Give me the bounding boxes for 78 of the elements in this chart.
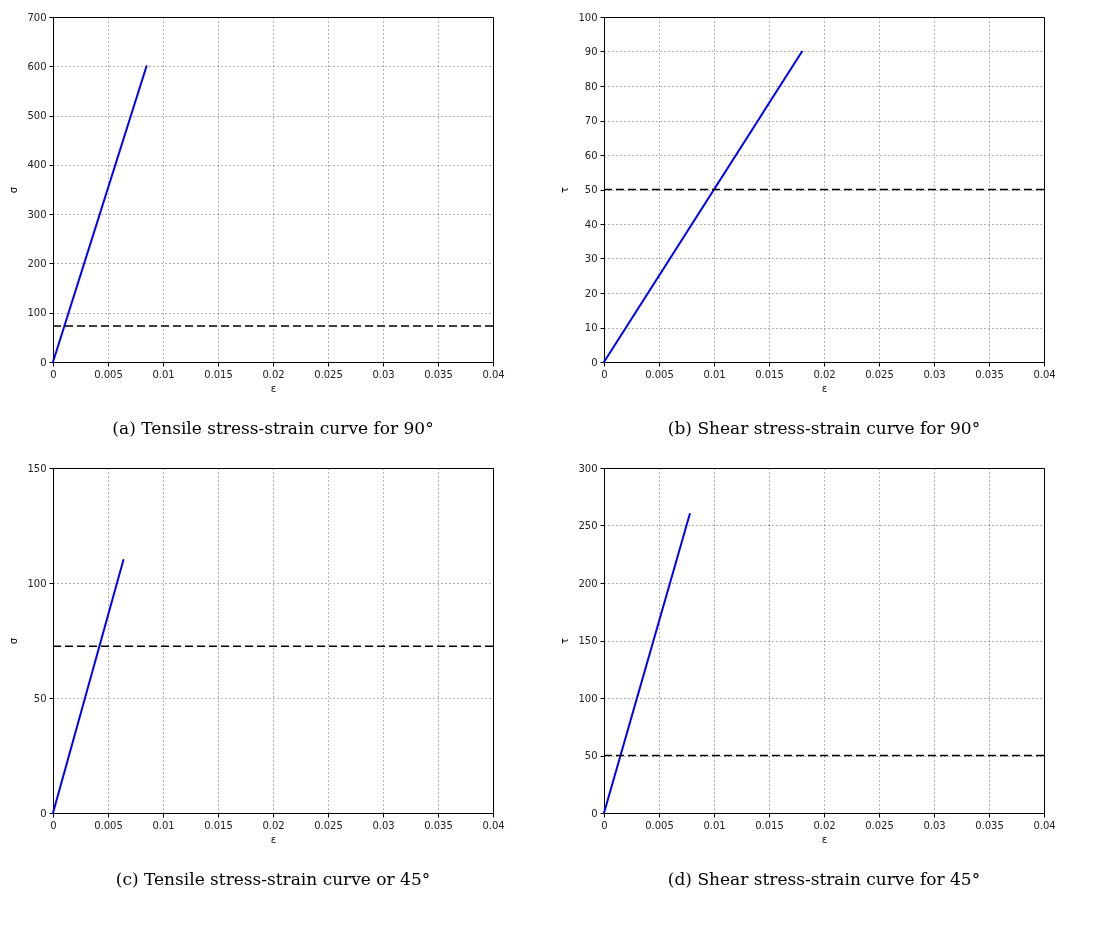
x-axis-title: ε <box>270 382 277 394</box>
x-tick-label: 0.03 <box>372 819 395 831</box>
x-tick-label: 0 <box>50 368 57 380</box>
y-tick-label: 600 <box>27 60 47 72</box>
x-tick-label: 0.015 <box>755 819 784 831</box>
x-tick-label: 0.015 <box>755 368 784 380</box>
x-tick-label: 0.035 <box>424 368 453 380</box>
x-axis-title: ε <box>821 833 828 845</box>
x-tick-label: 0.005 <box>645 368 674 380</box>
x-tick-label: 0.005 <box>94 368 123 380</box>
text: (a) Tensile stress-strain curve for 90° <box>112 418 434 438</box>
y-axis-title: σ <box>8 186 20 194</box>
text: (b) Shear stress-strain curve for 90° <box>667 418 981 438</box>
x-tick-label: 0 <box>601 368 608 380</box>
y-tick-label: 80 <box>584 80 598 92</box>
y-axis-title: τ <box>559 186 571 194</box>
x-tick-label: 0.04 <box>1033 819 1056 831</box>
y-tick-label: 60 <box>584 149 598 161</box>
y-axis-title: σ <box>8 637 20 645</box>
y-tick-label: 0 <box>40 356 47 368</box>
x-axis-title: ε <box>270 833 277 845</box>
x-tick-label: 0.035 <box>424 819 453 831</box>
y-axis-title: τ <box>559 637 571 645</box>
y-tick-label: 250 <box>578 520 598 531</box>
x-tick-label: 0.025 <box>314 368 343 380</box>
y-tick-label: 40 <box>584 218 598 230</box>
y-tick-label: 150 <box>27 462 47 474</box>
x-tick-label: 0.01 <box>703 819 726 831</box>
y-tick-label: 100 <box>27 307 47 319</box>
x-tick-label: 0.035 <box>975 368 1004 380</box>
y-tick-label: 20 <box>584 287 598 299</box>
x-tick-label: 0.03 <box>923 368 946 380</box>
x-axis-title: ε <box>821 382 828 394</box>
x-tick-label: 0.04 <box>482 368 505 380</box>
y-tick-label: 50 <box>584 184 598 195</box>
x-tick-label: 0.01 <box>703 368 726 380</box>
y-tick-label: 200 <box>578 577 598 589</box>
y-tick-label: 50 <box>584 750 598 761</box>
x-tick-label: 0.035 <box>975 819 1004 831</box>
y-tick-label: 50 <box>33 692 47 704</box>
x-tick-label: 0.04 <box>482 819 505 831</box>
y-tick-label: 0 <box>591 356 598 368</box>
x-tick-label: 0.03 <box>923 819 946 831</box>
y-tick-label: 200 <box>27 257 47 269</box>
x-tick-label: 0 <box>601 819 608 831</box>
text: (c) Tensile stress-strain curve or 45° <box>115 869 431 889</box>
x-tick-label: 0.02 <box>262 368 285 380</box>
x-tick-label: 0.005 <box>645 819 674 831</box>
y-tick-label: 30 <box>584 253 598 264</box>
y-tick-label: 700 <box>27 11 47 23</box>
y-tick-label: 0 <box>591 807 598 819</box>
x-tick-label: 0.02 <box>262 819 285 831</box>
y-tick-label: 300 <box>27 208 47 220</box>
y-tick-label: 100 <box>27 577 47 589</box>
y-tick-label: 500 <box>27 110 47 122</box>
x-tick-label: 0.04 <box>1033 368 1056 380</box>
text: (d) Shear stress-strain curve for 45° <box>667 869 981 889</box>
y-tick-label: 300 <box>578 462 598 474</box>
y-tick-label: 150 <box>578 635 598 646</box>
x-tick-label: 0.005 <box>94 819 123 831</box>
y-tick-label: 100 <box>578 692 598 704</box>
y-tick-label: 10 <box>584 322 598 333</box>
y-tick-label: 70 <box>584 115 598 126</box>
x-tick-label: 0.025 <box>314 819 343 831</box>
y-tick-label: 90 <box>584 46 598 57</box>
x-tick-label: 0.025 <box>865 368 894 380</box>
x-tick-label: 0 <box>50 819 57 831</box>
x-tick-label: 0.015 <box>204 368 233 380</box>
x-tick-label: 0.025 <box>865 819 894 831</box>
y-tick-label: 0 <box>40 807 47 819</box>
x-tick-label: 0.02 <box>813 368 836 380</box>
x-tick-label: 0.01 <box>152 819 175 831</box>
y-tick-label: 400 <box>27 159 47 171</box>
x-tick-label: 0.03 <box>372 368 395 380</box>
x-tick-label: 0.015 <box>204 819 233 831</box>
x-tick-label: 0.01 <box>152 368 175 380</box>
x-tick-label: 0.02 <box>813 819 836 831</box>
y-tick-label: 100 <box>578 11 598 23</box>
